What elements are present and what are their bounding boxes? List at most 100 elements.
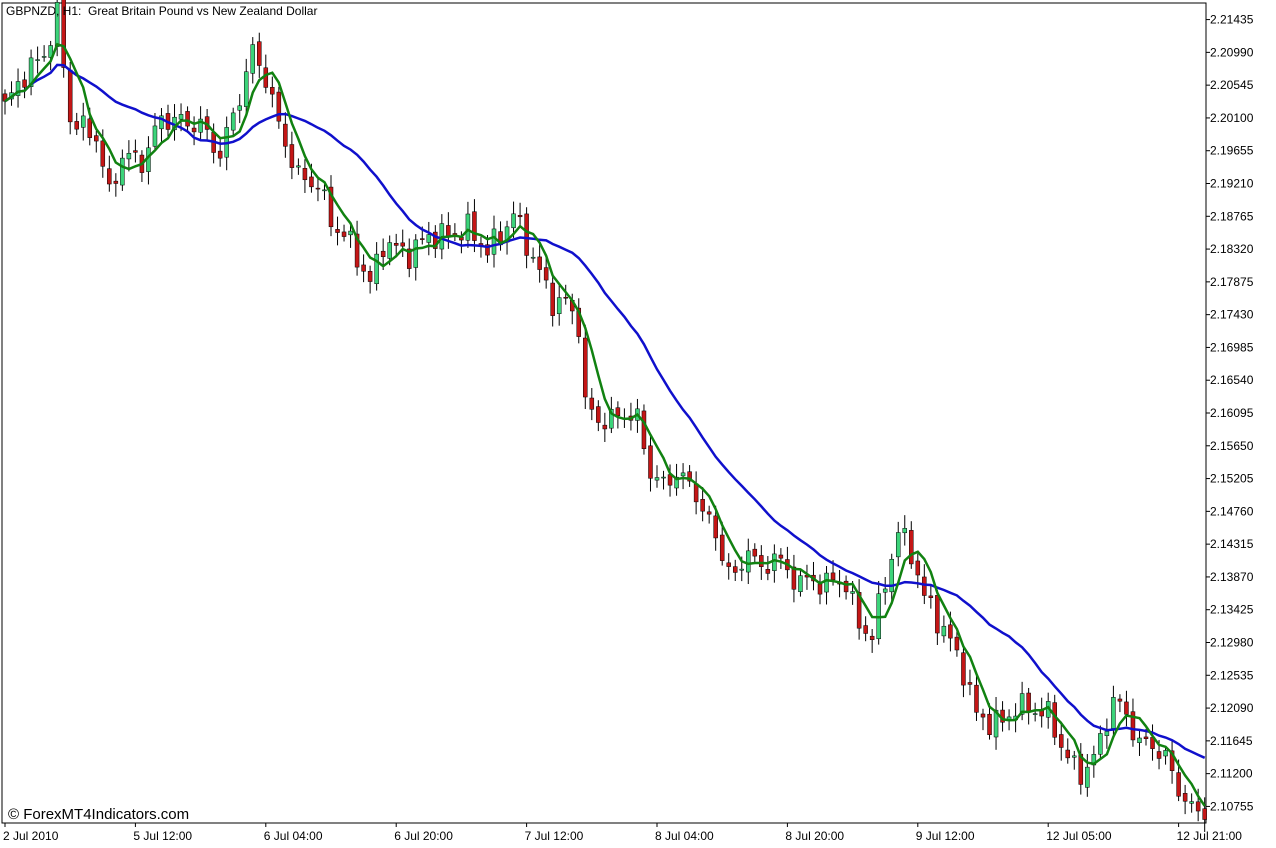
candle-bullish: [902, 528, 908, 534]
candle-bullish: [48, 45, 53, 58]
candle-bearish: [420, 238, 425, 240]
x-tick-label: 8 Jul 20:00: [785, 829, 844, 843]
candle-bullish: [374, 253, 379, 285]
candle-bullish: [348, 230, 353, 236]
candle-bearish: [961, 652, 966, 686]
candle-bearish: [615, 407, 621, 416]
candle-bullish: [28, 57, 34, 87]
candle-bearish: [133, 150, 138, 153]
candle-bearish: [393, 242, 399, 246]
candle-bearish: [1195, 801, 1201, 812]
candle-bearish: [380, 250, 386, 257]
candle-bearish: [1176, 772, 1181, 797]
candle-bearish: [302, 168, 308, 181]
candle-bullish: [230, 112, 236, 131]
y-tick-label: 2.16985: [1210, 340, 1254, 354]
candle-bullish: [159, 115, 164, 130]
candle-bearish: [1039, 710, 1044, 717]
candle-bullish: [387, 242, 392, 259]
candle-bullish: [80, 115, 86, 128]
y-tick-label: 2.17875: [1210, 275, 1254, 289]
y-tick-label: 2.13425: [1210, 603, 1254, 617]
fast-moving-average-line: [4, 42, 1206, 807]
x-tick-label: 5 Jul 12:00: [133, 829, 192, 843]
candle-bearish: [485, 244, 490, 256]
candle-bearish: [341, 231, 347, 237]
candle-bullish: [120, 157, 125, 186]
candle-bullish: [798, 575, 803, 593]
candle-bearish: [1052, 702, 1057, 738]
candle-bullish: [746, 550, 751, 573]
candle-bearish: [791, 566, 797, 590]
candle-bearish: [928, 595, 934, 598]
candle-bearish: [472, 211, 477, 241]
y-tick-label: 2.15650: [1210, 439, 1254, 453]
candle-bullish: [1137, 737, 1142, 743]
x-tick-label: 8 Jul 04:00: [655, 829, 714, 843]
candle-bullish: [1019, 693, 1025, 715]
candle-bullish: [895, 532, 901, 558]
candle-bearish: [537, 256, 542, 270]
candle-bearish: [2, 93, 8, 102]
candle-bearish: [113, 180, 119, 184]
candle-bullish: [556, 297, 562, 314]
candle-bearish: [328, 186, 334, 228]
candle-bullish: [993, 709, 999, 738]
candle-bullish: [152, 125, 158, 147]
candle-bearish: [361, 264, 366, 272]
x-tick-label: 9 Jul 12:00: [916, 829, 975, 843]
candle-bearish: [980, 713, 986, 718]
y-tick-label: 2.18320: [1210, 242, 1254, 256]
candle-bearish: [589, 397, 595, 410]
candle-bearish: [61, 0, 66, 68]
candle-bullish: [530, 256, 536, 259]
candle-bearish: [830, 572, 836, 580]
candle-bullish: [237, 105, 242, 111]
instrument-description: Great Britain Pound vs New Zealand Dolla…: [88, 4, 318, 18]
candle-bullish: [426, 234, 432, 243]
symbol-timeframe: GBPNZD, H1:: [6, 4, 82, 18]
y-tick-label: 2.17430: [1210, 308, 1254, 322]
candle-bearish: [641, 410, 647, 449]
candle-bearish: [217, 150, 223, 159]
candle-bullish: [511, 213, 516, 229]
y-tick-label: 2.11200: [1210, 767, 1253, 781]
candle-bearish: [869, 635, 875, 640]
candle-bearish: [719, 534, 725, 561]
x-tick-label: 2 Jul 2010: [3, 829, 59, 843]
y-tick-label: 2.13870: [1210, 570, 1254, 584]
candle-bullish: [15, 81, 21, 96]
candle-bearish: [367, 271, 373, 282]
y-tick-label: 2.12535: [1210, 668, 1254, 682]
x-tick-label: 6 Jul 20:00: [394, 829, 453, 843]
candle-bearish: [100, 140, 106, 167]
candle-bullish: [1189, 801, 1194, 804]
candle-bullish: [491, 228, 497, 255]
y-tick-label: 2.14760: [1210, 504, 1254, 518]
candle-bearish: [543, 267, 549, 281]
candle-bearish: [576, 307, 582, 337]
candle-bullish: [250, 44, 256, 74]
candle-bullish: [35, 59, 40, 61]
candle-bullish: [126, 153, 132, 160]
candle-bearish: [191, 127, 197, 133]
candle-bearish: [935, 595, 940, 634]
candle-bullish: [850, 591, 855, 594]
y-tick-label: 2.12980: [1210, 635, 1254, 649]
candle-bearish: [1124, 701, 1129, 715]
candle-bearish: [765, 569, 771, 574]
candle-bearish: [648, 445, 653, 479]
candle-bearish: [1143, 736, 1149, 739]
candle-bearish: [270, 87, 275, 95]
candle-bearish: [406, 248, 412, 269]
candle-bearish: [74, 121, 79, 130]
candle-bearish: [67, 69, 73, 123]
candle-bearish: [185, 111, 190, 127]
candle-bearish: [433, 231, 438, 249]
candle-bullish: [413, 239, 419, 268]
y-tick-label: 2.16540: [1210, 373, 1254, 387]
y-tick-label: 2.19210: [1210, 177, 1254, 191]
candle-bearish: [550, 282, 555, 316]
